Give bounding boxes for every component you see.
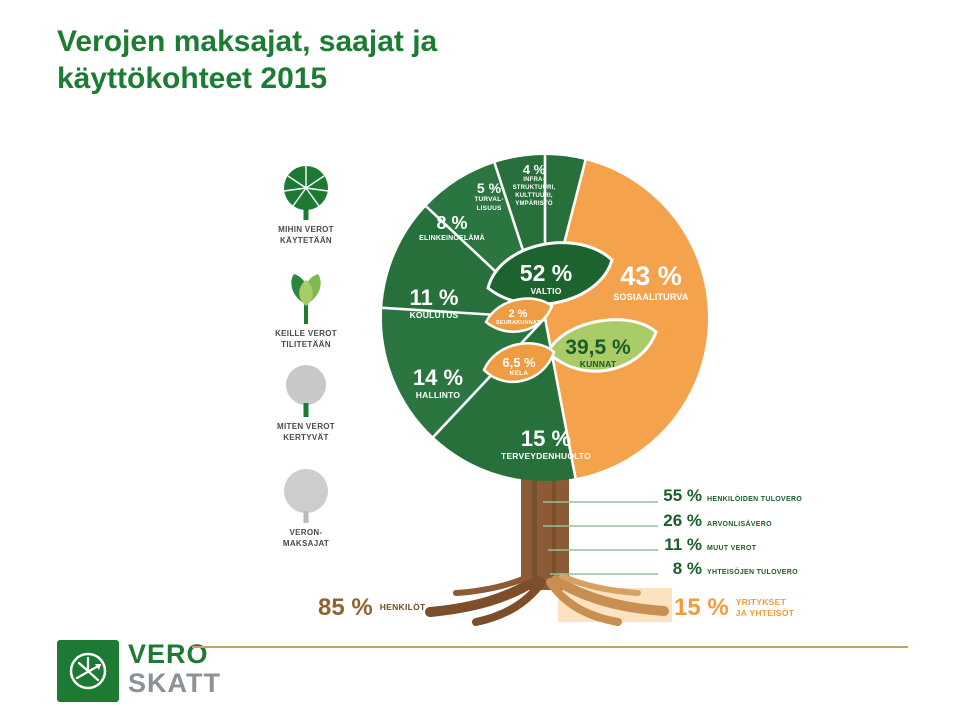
tree-roots [425, 573, 669, 626]
logo-wordmark: VERO SKATT [128, 639, 221, 699]
accrual-tree-icon [286, 365, 326, 417]
payer-individuals: 85 % HENKILÖT [318, 594, 426, 622]
canopy-label-koulutus: 11 % KOULUTUS [409, 285, 459, 321]
usage-tree-icon [283, 166, 329, 220]
leaf-label-valtio: 52 % VALTIO [519, 260, 573, 297]
legend-item-label: KEILLE VEROT TILITETÄÄN [275, 329, 337, 349]
legend-item-recipients: KEILLE VEROT TILITETÄÄN [246, 270, 366, 351]
wedge-hallinto [381, 307, 545, 437]
payer-companies: 15 % YRITYKSET JA YHTEISÖT [674, 594, 794, 622]
legend-item-label: MITEN VEROT KERTYVÄT [277, 422, 335, 442]
tax-source-row: 55 % HENKILÖIDEN TULOVERO [658, 486, 802, 506]
tax-tree-graphic [381, 155, 708, 626]
payer-label: HENKILÖT [379, 602, 426, 613]
canopy-label-elinkeinoelama: 8 % ELINKEINOELÄMÄ [419, 213, 485, 242]
logo-text-skatt: SKATT [128, 668, 221, 699]
vero-emblem-icon [57, 640, 119, 702]
leaf-label-kela: 6,5 % KELA [502, 355, 536, 378]
payers-tree-icon [284, 469, 328, 523]
wedge-separators [382, 155, 587, 479]
tax-source-label: MUUT VEROT [707, 545, 757, 552]
canopy-label-terveydenhuolto: 15 % TERVEYDENHUOLTO [501, 426, 591, 462]
tax-source-pct: 11 % [664, 535, 702, 554]
page-title: Verojen maksajat, saajat ja käyttökohtee… [57, 25, 438, 95]
footer-divider [192, 646, 908, 648]
payer-pct: 15 % [674, 594, 729, 621]
tax-source-label: ARVONLISÄVERO [707, 521, 772, 528]
leaf-kela [482, 342, 556, 384]
payer-pct: 85 % [318, 594, 373, 621]
legend-item-accrual: MITEN VEROT KERTYVÄT [246, 364, 366, 444]
tax-source-pct: 8 % [672, 559, 702, 578]
canopy-label-hallinto: 14 % HALLINTO [412, 365, 464, 401]
legend-item-label: MIHIN VEROT KÄYTETÄÄN [278, 225, 334, 245]
canopy-label-sosiaaliturva: 43 % SOSIAALITURVA [613, 261, 689, 302]
leaf-seurakunnat [484, 297, 554, 333]
source-connector-lines [543, 501, 658, 575]
tax-source-pct: 55 % [663, 486, 702, 505]
tax-source-row: 11 % MUUT VEROT [658, 535, 756, 555]
recipients-tree-icon [291, 274, 321, 324]
leaf-label-kunnat: 39,5 % KUNNAT [565, 336, 631, 370]
legend-item-usage: MIHIN VEROT KÄYTETÄÄN [246, 164, 366, 247]
tax-source-row: 8 % YHTEISÖJEN TULOVERO [658, 559, 798, 579]
leaf-kunnat [546, 318, 658, 373]
legend-item-payers: VERON- MAKSAJAT [246, 468, 366, 550]
tax-source-label: YHTEISÖJEN TULOVERO [707, 569, 798, 576]
tax-source-label: HENKILÖIDEN TULOVERO [707, 496, 803, 503]
leaf-label-seurakunnat: 2 % SEURAKUNNAT [495, 308, 541, 327]
tax-source-row: 26 % ARVONLISÄVERO [658, 511, 772, 531]
legend-item-label: VERON- MAKSAJAT [282, 528, 330, 548]
canopy-label-infra: 4 % INFRA- STRUKTUURI, KULTTUURI, YMPÄRI… [512, 162, 556, 207]
vero-skatt-logo: VERO SKATT [57, 639, 221, 702]
payer-label: YRITYKSET JA YHTEISÖT [735, 596, 795, 618]
tree-trunk [521, 468, 569, 590]
canopy-label-turvallisuus: 5 % TURVAL- LISUUS [474, 180, 504, 212]
logo-text-vero: VERO [128, 639, 209, 669]
tax-source-pct: 26 % [663, 511, 702, 530]
